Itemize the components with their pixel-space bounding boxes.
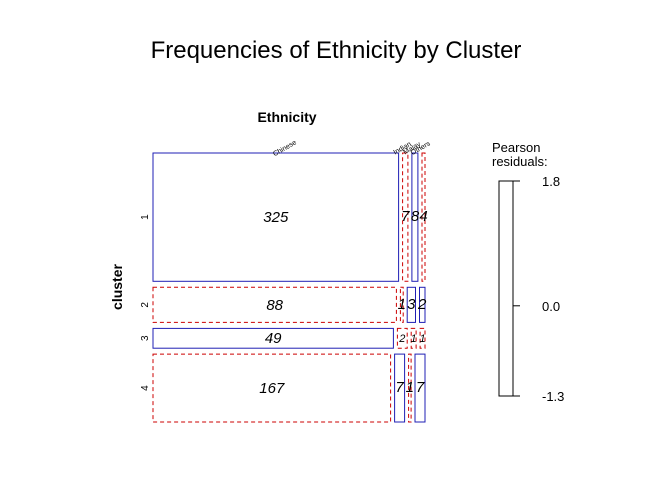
chart-title: Frequencies of Ethnicity by Cluster bbox=[151, 37, 522, 64]
column-level-label-others: Others bbox=[410, 140, 432, 157]
tile-r2-indian bbox=[399, 286, 404, 323]
row-level-label-1: 1 bbox=[140, 214, 151, 220]
legend-title-line1: Pearson bbox=[492, 140, 540, 155]
tile-r3-indian bbox=[396, 327, 408, 349]
cell-label-r2-others: 2 bbox=[417, 296, 427, 313]
row-level-label-2: 2 bbox=[140, 302, 151, 308]
cell-label-r2-chinese: 88 bbox=[266, 297, 283, 314]
cell-label-r4-malay: 1 bbox=[406, 379, 414, 396]
cell-label-r1-others: 4 bbox=[419, 208, 427, 225]
cell-label-r2-indian: 1 bbox=[398, 296, 406, 313]
cell-label-r3-chinese: 49 bbox=[265, 330, 282, 347]
column-level-label-chinese: Chinese bbox=[272, 139, 298, 158]
cell-label-r2-malay: 3 bbox=[407, 296, 416, 313]
column-variable-label: Ethnicity bbox=[257, 109, 316, 125]
tile-r4-chinese bbox=[152, 353, 392, 423]
cell-label-r1-chinese: 325 bbox=[263, 209, 289, 226]
cell-label-r3-others: 1 bbox=[419, 333, 425, 345]
tile-r4-indian bbox=[394, 353, 406, 423]
cell-label-r3-indian: 2 bbox=[398, 333, 405, 345]
tile-r3-others bbox=[419, 327, 426, 349]
legend-tick-label-0: 1.8 bbox=[542, 174, 560, 189]
cell-label-r3-malay: 1 bbox=[411, 333, 417, 345]
legend-bar bbox=[498, 180, 514, 397]
tile-r1-indian bbox=[402, 152, 409, 282]
tile-r4-malay bbox=[408, 353, 412, 423]
row-level-label-3: 3 bbox=[140, 335, 151, 341]
residual-legend: Pearson residuals: 1.8 0.0 -1.3 bbox=[492, 140, 564, 404]
legend-tick-label-2: -1.3 bbox=[542, 389, 564, 404]
row-level-label-4: 4 bbox=[140, 385, 151, 391]
cell-label-r4-indian: 7 bbox=[395, 379, 404, 396]
cell-label-r4-chinese: 167 bbox=[259, 380, 285, 397]
row-level-labels: 1 2 3 4 bbox=[140, 214, 151, 391]
cell-label-r1-malay: 8 bbox=[411, 208, 420, 225]
tile-r2-chinese bbox=[152, 286, 397, 323]
cell-label-r4-others: 7 bbox=[416, 379, 425, 396]
tile-r2-others bbox=[419, 286, 426, 323]
tile-r1-others bbox=[421, 152, 426, 282]
tile-r4-others bbox=[414, 353, 426, 423]
tile-r3-malay bbox=[410, 327, 417, 349]
legend-ticks: 1.8 0.0 -1.3 bbox=[513, 174, 564, 404]
tile-r1-chinese bbox=[152, 152, 400, 282]
tile-r2-malay bbox=[406, 286, 417, 323]
tile-r1-malay bbox=[411, 152, 419, 282]
legend-title-line2: residuals: bbox=[492, 154, 548, 169]
row-variable-label: cluster bbox=[109, 263, 125, 309]
legend-tick-label-1: 0.0 bbox=[542, 299, 560, 314]
tile-r3-chinese bbox=[152, 327, 394, 349]
cell-label-r1-indian: 7 bbox=[401, 208, 410, 225]
